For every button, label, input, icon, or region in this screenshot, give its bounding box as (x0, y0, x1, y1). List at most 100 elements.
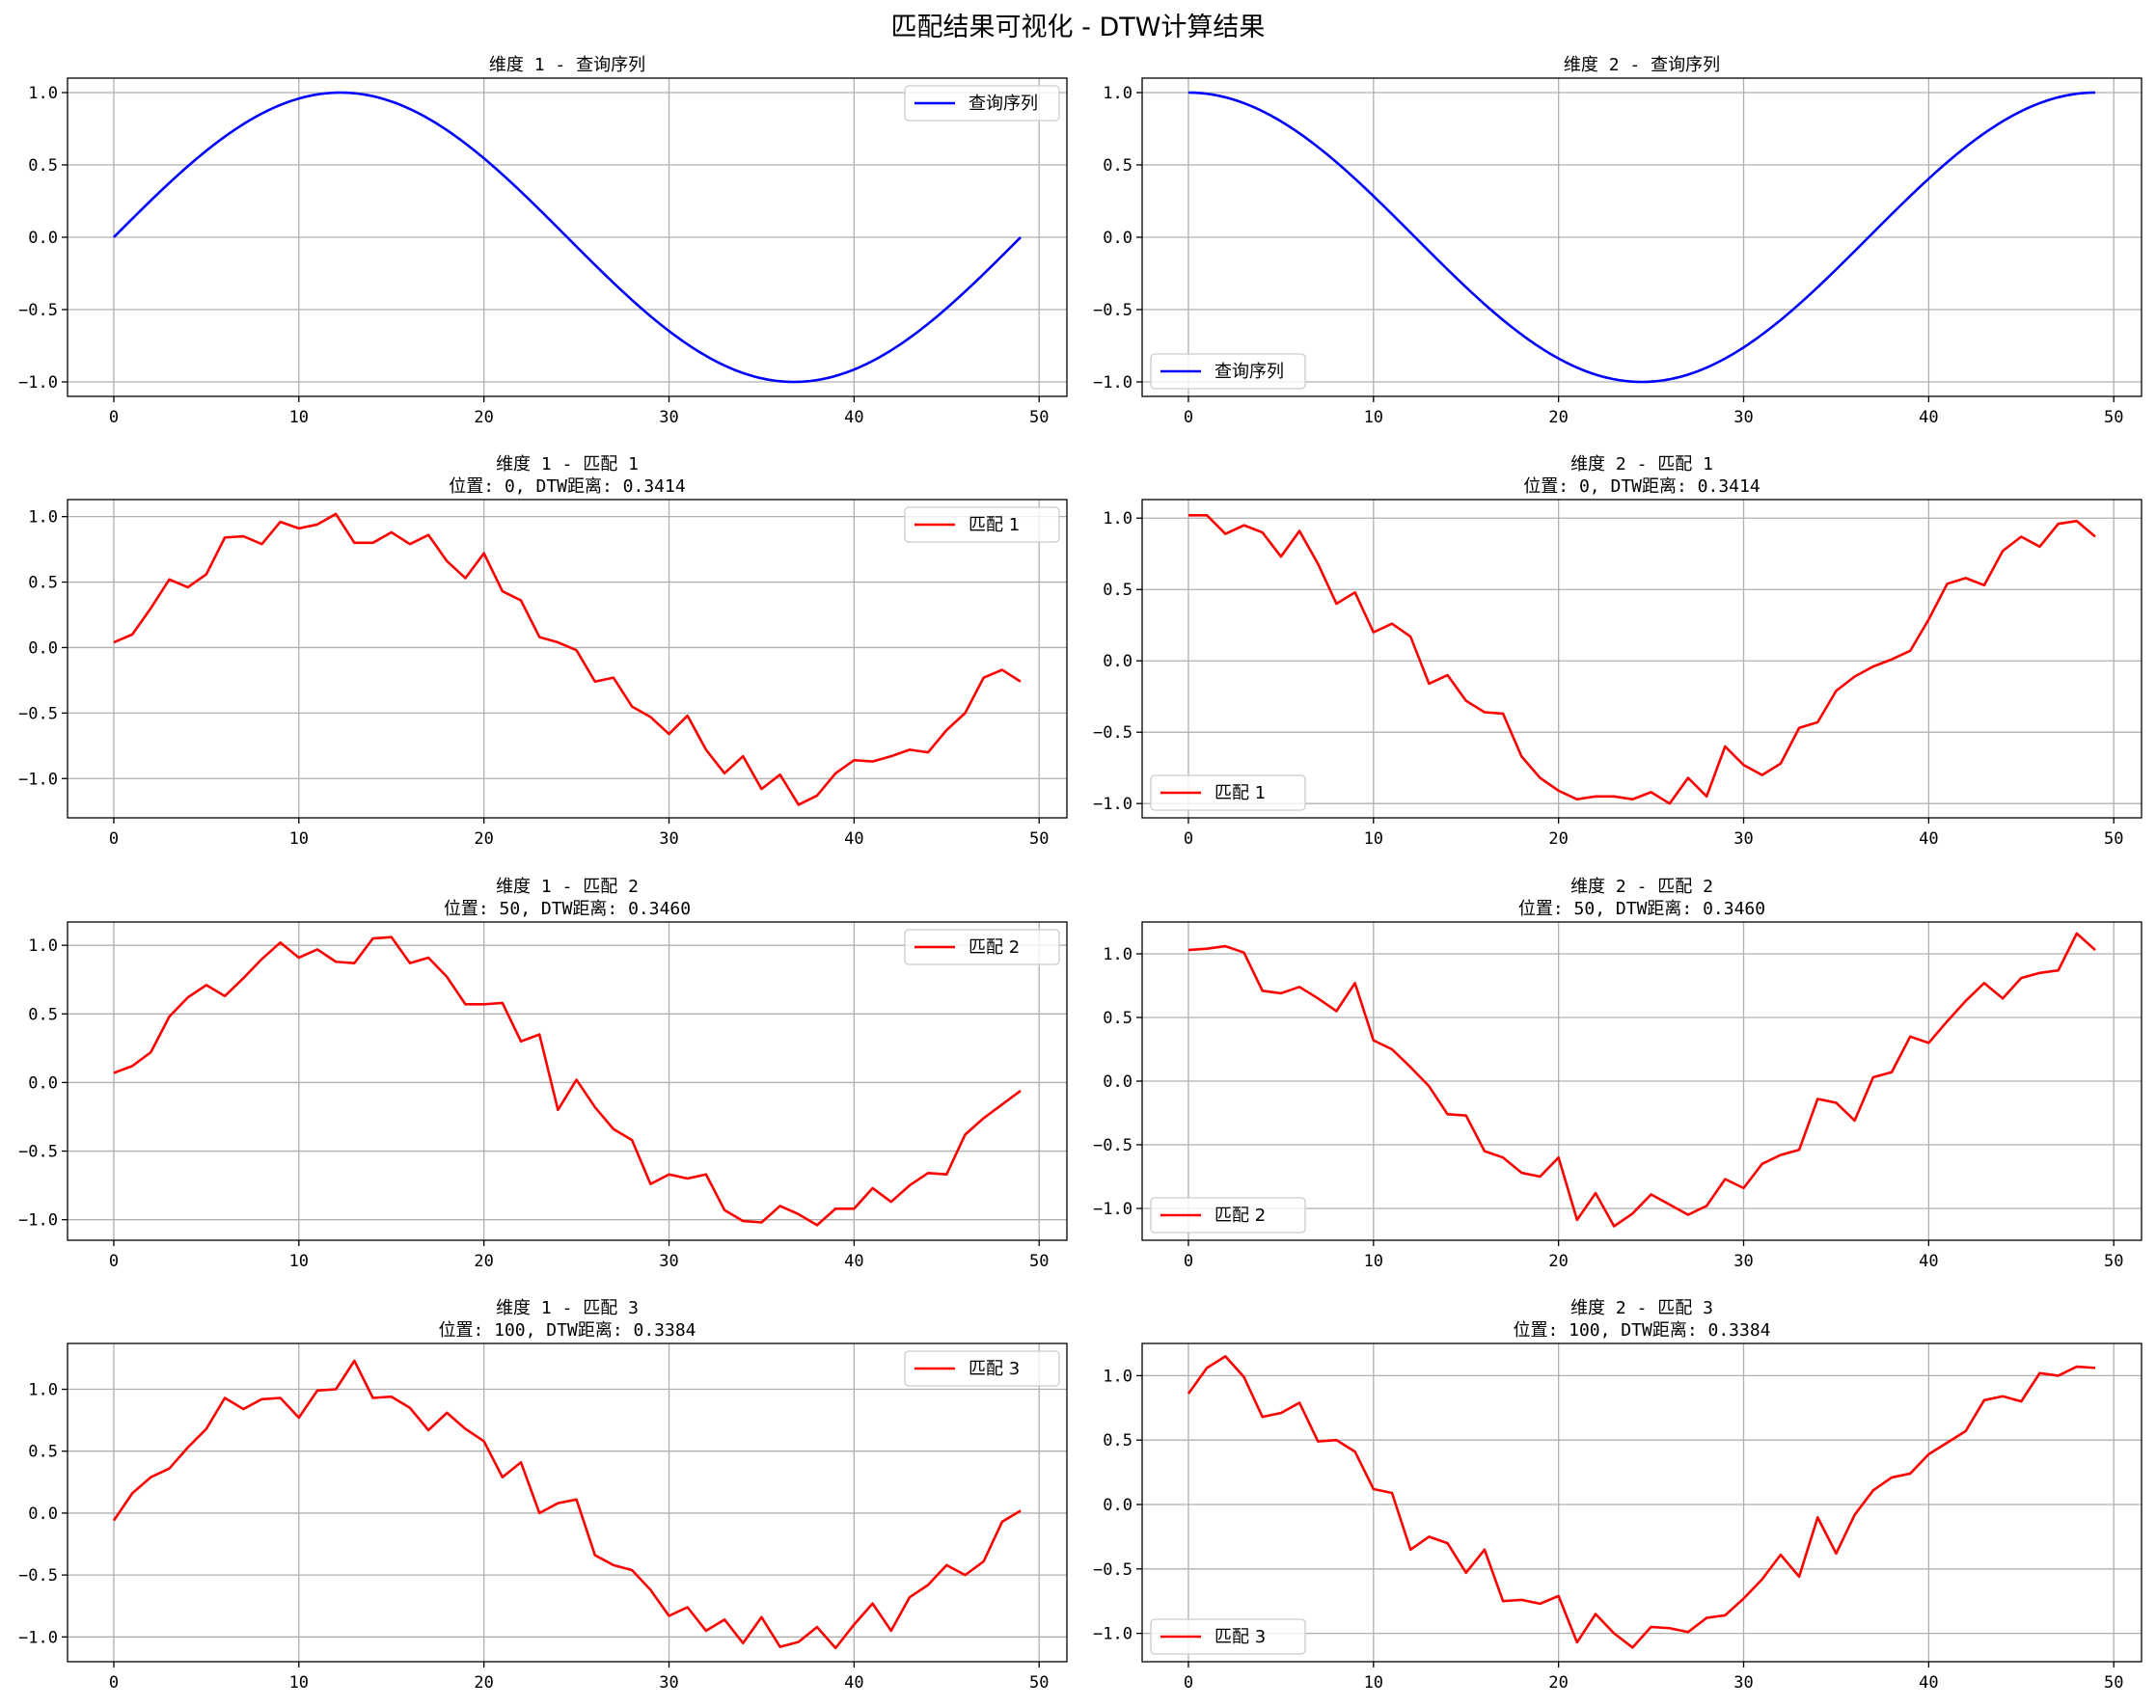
subplot-title: 维度 1 - 匹配 1 (496, 454, 639, 474)
legend: 匹配 1 (1150, 774, 1306, 811)
x-tick-label: 50 (1029, 829, 1049, 849)
legend-box (1150, 774, 1306, 811)
x-tick-label: 20 (1548, 1252, 1568, 1271)
x-tick-label: 0 (109, 408, 119, 427)
series-line-1 (113, 91, 1022, 384)
y-tick-label: 0.5 (28, 574, 58, 593)
y-tick-label: −1.0 (1093, 1625, 1133, 1644)
y-tick-label: 0.5 (1103, 156, 1133, 176)
y-tick-label: 0.5 (1103, 1009, 1133, 1028)
x-tick-label: 40 (844, 1673, 863, 1693)
y-tick-label: 0.5 (28, 1443, 58, 1462)
x-tick-label: 30 (659, 408, 678, 427)
x-tick-label: 40 (1919, 1673, 1938, 1693)
legend-box (1150, 1618, 1306, 1655)
y-tick-label: −0.5 (1093, 1560, 1133, 1580)
legend-box (904, 1350, 1060, 1387)
x-tick-label: 10 (289, 829, 309, 849)
subplot-title: 维度 1 - 匹配 2 (496, 877, 639, 897)
axes-frame (67, 499, 1068, 819)
legend-label: 匹配 1 (969, 515, 1020, 535)
x-tick-label: 50 (2104, 408, 2123, 427)
subplot-title: 维度 1 - 查询序列 (489, 55, 645, 75)
legend-box (1150, 353, 1306, 390)
series-line-1 (112, 1359, 1022, 1650)
y-tick-label: 1.0 (1103, 84, 1133, 103)
x-tick-label: 20 (1548, 408, 1568, 427)
subplot-title: 维度 2 - 查询序列 (1564, 55, 1720, 75)
x-tick-label: 10 (1364, 829, 1383, 849)
y-tick-label: −1.0 (18, 770, 58, 789)
x-tick-label: 40 (1919, 829, 1938, 849)
subplot-subtitle: 位置: 0, DTW距离: 0.3414 (449, 476, 685, 497)
legend-label: 匹配 3 (969, 1359, 1020, 1379)
x-tick-label: 20 (474, 1673, 493, 1693)
x-tick-label: 50 (1029, 1673, 1049, 1693)
subplot-title: 维度 1 - 匹配 3 (496, 1298, 639, 1318)
subplot-4-1: 0 10 20 30 40 50 −1.0 −0.5 0.0 0.5 1.0 维度 1 - 匹配 3位… (18, 1298, 1068, 1693)
legend: 查询序列 (904, 85, 1060, 122)
y-tick-label: −1.0 (18, 373, 58, 393)
axes-frame (67, 1342, 1068, 1663)
y-tick-label: 1.0 (28, 1381, 58, 1400)
y-tick-label: 0.0 (28, 1073, 58, 1093)
x-tick-label: 30 (659, 1673, 678, 1693)
y-tick-label: 0.0 (28, 1505, 58, 1524)
subplot-subtitle: 位置: 100, DTW距离: 0.3384 (438, 1320, 696, 1341)
legend-label: 匹配 2 (969, 937, 1020, 958)
x-tick-label: 50 (2104, 1252, 2123, 1271)
legend-label: 查询序列 (969, 94, 1038, 114)
subplot-1-2: 0 10 20 30 40 50 −1.0 −0.5 0.0 0.5 1.0 维度 2 - 查询序列查… (1093, 55, 2142, 427)
subplot-2-2: 0 10 20 30 40 50 −1.0 −0.5 0.0 0.5 1.0 维度 2 - 匹配 1位… (1093, 454, 2142, 849)
subplot-3-2: 0 10 20 30 40 50 −1.0 −0.5 0.0 0.5 1.0 维度 2 - 匹配 2位… (1093, 877, 2142, 1271)
y-tick-label: 1.0 (28, 84, 58, 103)
subplot-1-1: 0 10 20 30 40 50 −1.0 −0.5 0.0 0.5 1.0 维度 1 - 查询序列查… (18, 55, 1068, 427)
x-tick-label: 30 (659, 829, 678, 849)
x-tick-label: 0 (109, 1673, 119, 1693)
subplot-title: 维度 2 - 匹配 3 (1570, 1298, 1713, 1318)
y-tick-label: 1.0 (1103, 945, 1133, 964)
y-tick-label: 0.5 (1103, 1431, 1133, 1450)
series-line-1 (1187, 1355, 2096, 1649)
x-tick-label: 10 (289, 408, 309, 427)
y-tick-label: 0.0 (1103, 652, 1133, 671)
subplot-3-1: 0 10 20 30 40 50 −1.0 −0.5 0.0 0.5 1.0 维度 1 - 匹配 2位… (18, 877, 1068, 1271)
subplot-title: 维度 2 - 匹配 1 (1570, 454, 1713, 474)
x-tick-label: 50 (1029, 1252, 1049, 1271)
y-tick-label: −1.0 (1093, 373, 1133, 393)
x-tick-label: 20 (1548, 1673, 1568, 1693)
x-tick-label: 40 (844, 829, 863, 849)
x-tick-label: 0 (1184, 1252, 1193, 1271)
x-tick-label: 30 (659, 1252, 678, 1271)
x-tick-label: 40 (844, 1252, 863, 1271)
y-tick-label: 0.0 (28, 229, 58, 248)
legend: 匹配 2 (1150, 1197, 1306, 1234)
x-tick-label: 40 (1919, 1252, 1938, 1271)
x-tick-label: 0 (109, 829, 119, 849)
x-tick-label: 50 (1029, 408, 1049, 427)
y-tick-label: 0.0 (1103, 1072, 1133, 1092)
axes-frame (1141, 499, 2142, 819)
legend-box (1150, 1197, 1306, 1234)
subplot-4-2: 0 10 20 30 40 50 −1.0 −0.5 0.0 0.5 1.0 维度 2 - 匹配 3位… (1093, 1298, 2142, 1693)
x-tick-label: 0 (109, 1252, 119, 1271)
subplot-title: 维度 2 - 匹配 2 (1570, 877, 1713, 897)
y-tick-label: −0.5 (18, 301, 58, 320)
y-tick-label: 0.5 (28, 156, 58, 176)
subplot-subtitle: 位置: 100, DTW距离: 0.3384 (1513, 1320, 1770, 1341)
x-tick-label: 30 (1733, 829, 1753, 849)
series-line-1 (1187, 91, 2096, 384)
x-tick-label: 10 (1364, 1673, 1383, 1693)
legend-box (904, 85, 1060, 122)
legend: 匹配 1 (904, 506, 1060, 543)
x-tick-label: 30 (1733, 408, 1753, 427)
legend-label: 匹配 2 (1214, 1206, 1266, 1226)
x-tick-label: 20 (1548, 829, 1568, 849)
y-tick-label: 0.0 (1103, 1496, 1133, 1515)
x-tick-label: 20 (474, 408, 493, 427)
y-tick-label: 1.0 (28, 508, 58, 528)
y-tick-label: 0.0 (28, 638, 58, 658)
y-tick-label: −0.5 (1093, 1136, 1133, 1155)
legend-box (904, 929, 1060, 965)
y-tick-label: −0.5 (18, 1566, 58, 1586)
